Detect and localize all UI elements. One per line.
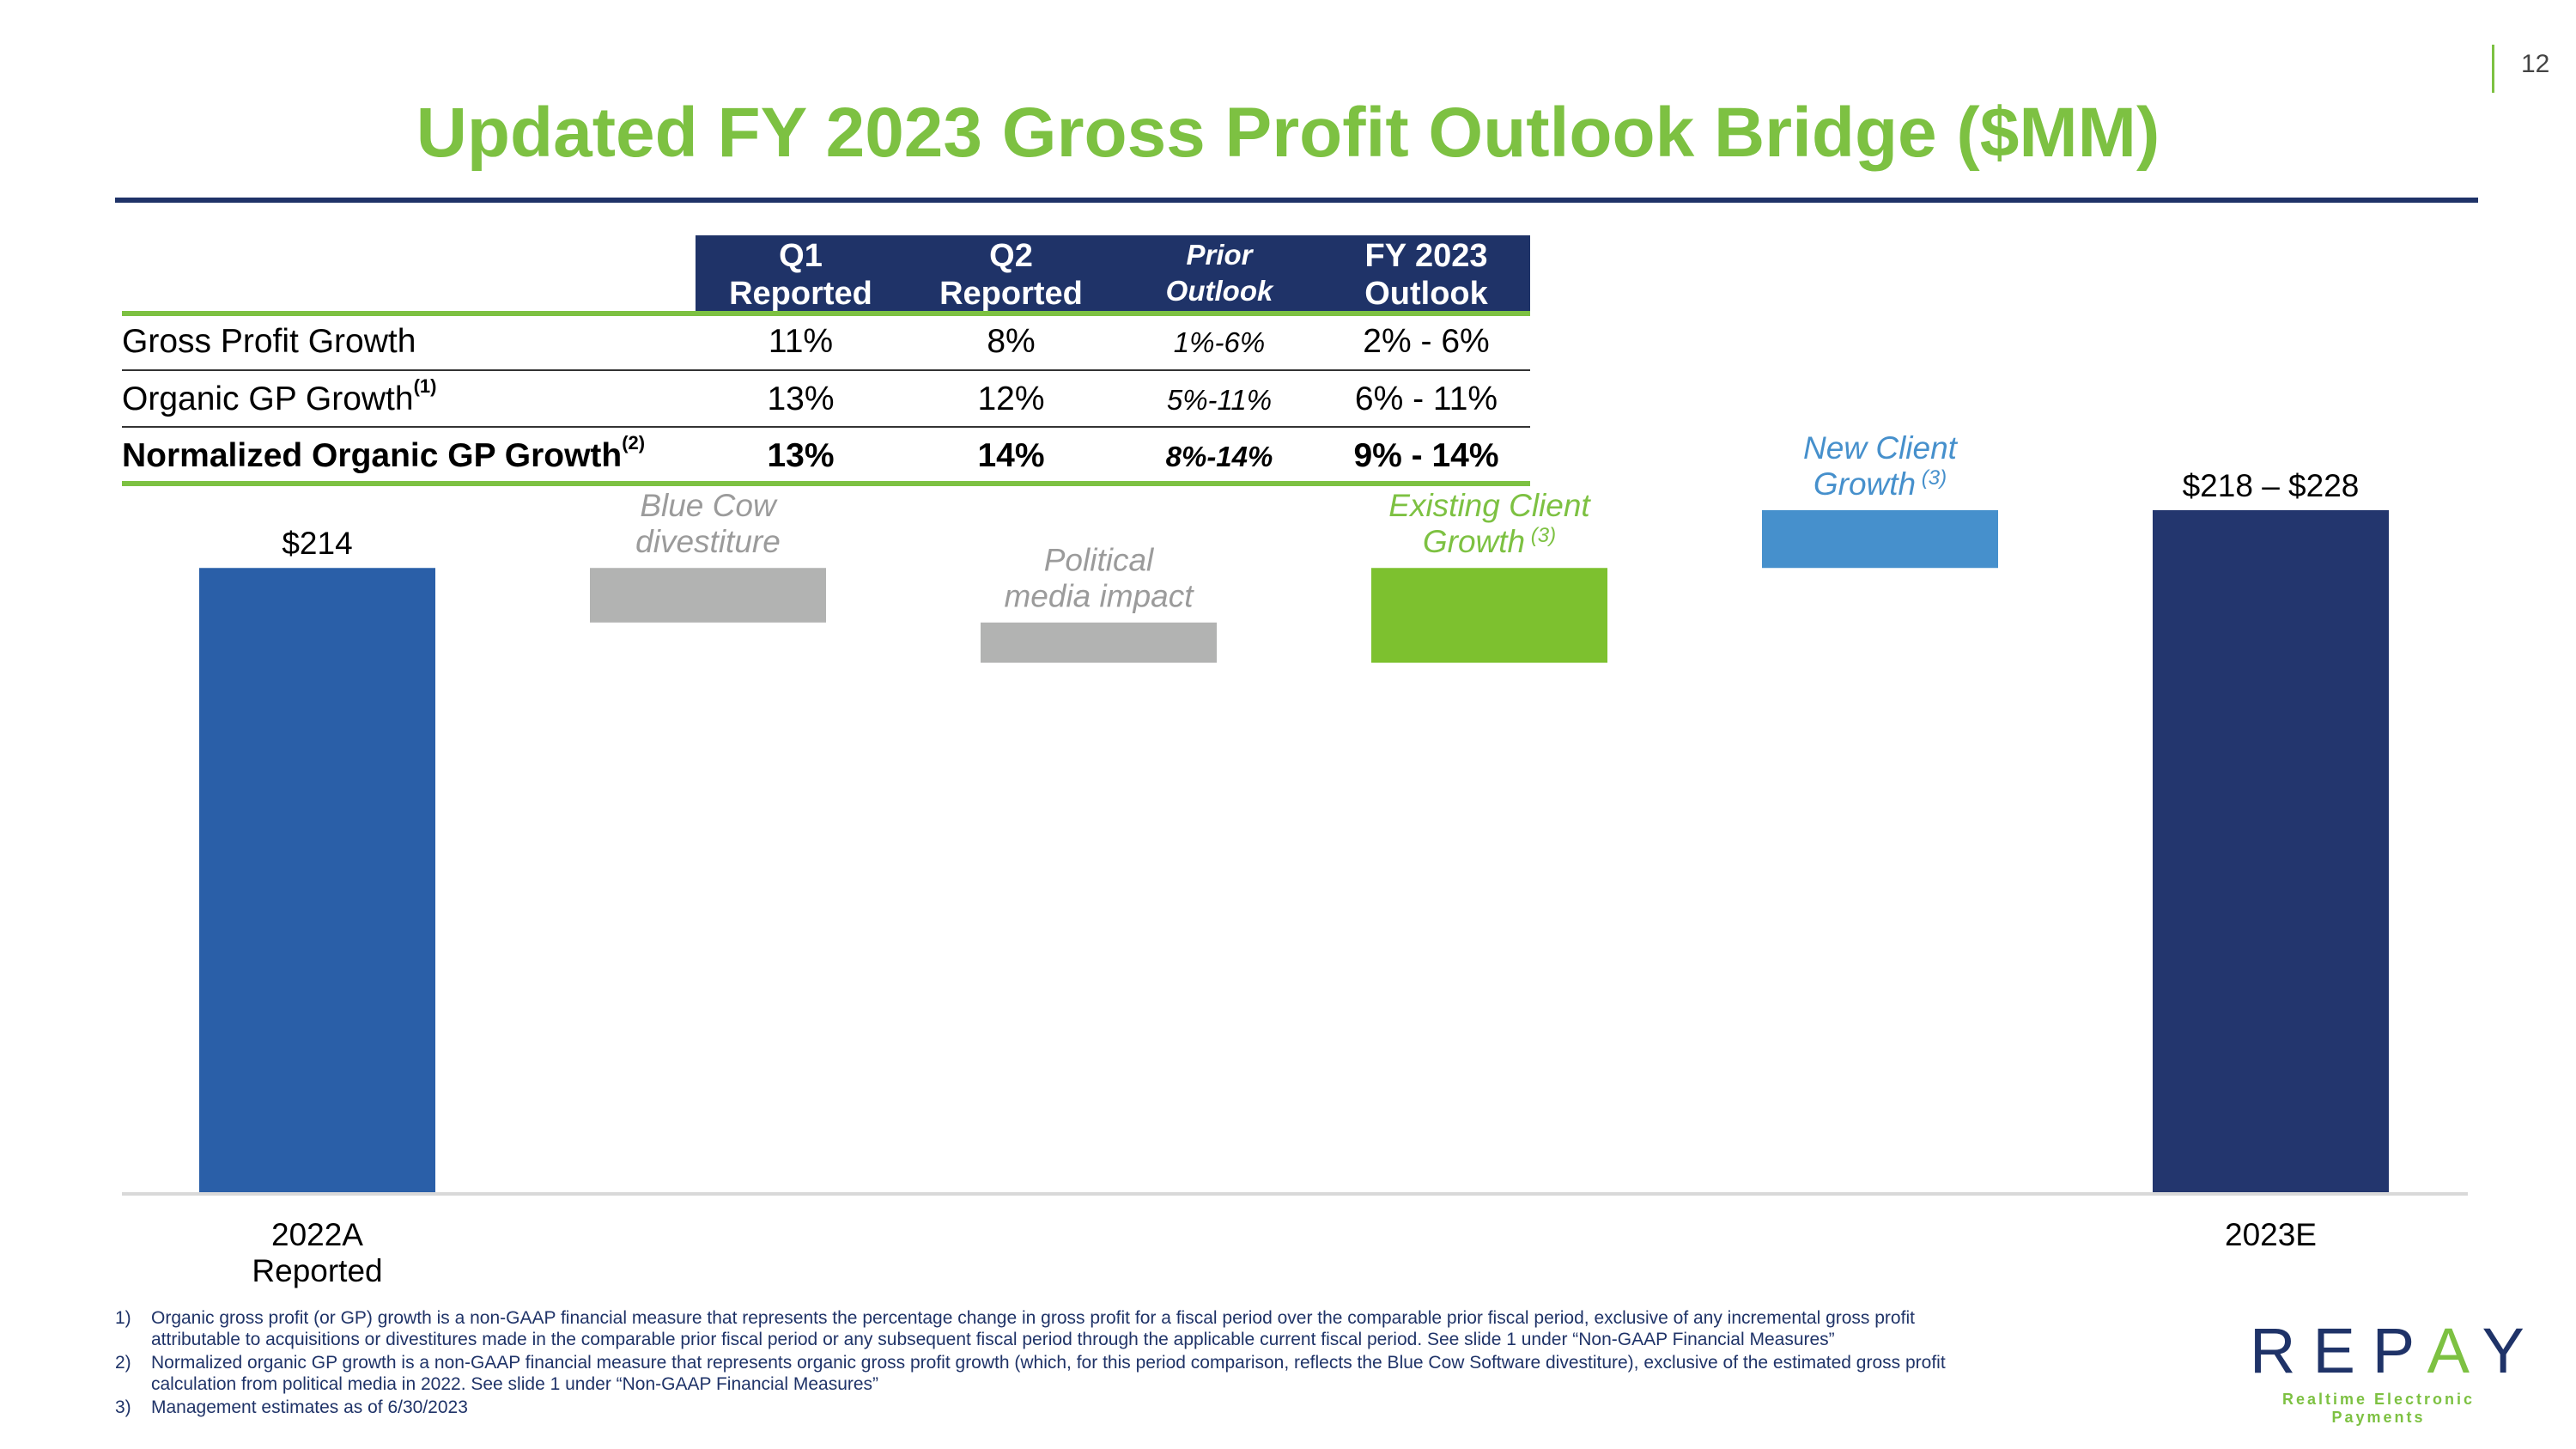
bar-2: [590, 568, 826, 623]
logo-wordmark: REPAY: [2250, 1315, 2542, 1386]
table-bottom-rule: [122, 481, 1530, 486]
table-row-divider: [122, 426, 1530, 428]
footnote: 3) Management estimates as of 6/30/2023: [115, 1397, 468, 1417]
x-tick-label-line2: Reported: [252, 1253, 382, 1288]
table-cell: 6% - 11%: [1354, 381, 1498, 417]
table-cell: 1%-6%: [1173, 326, 1266, 358]
table-cell: 8%: [987, 323, 1036, 360]
footnote: 1) Organic gross profit (or GP) growth is…: [115, 1308, 1915, 1349]
bar-4: [1371, 568, 1607, 663]
table-header-band: [696, 235, 1530, 313]
bar-1: [199, 568, 435, 1192]
table-header-rule: [122, 311, 1530, 316]
repay-logo: REPAY Realtime Electronic Payments: [2233, 1314, 2524, 1427]
table-cell: 14%: [977, 437, 1045, 474]
table-row-divider: [122, 369, 1530, 371]
table-row-label: Organic GP Growth(1): [122, 375, 437, 417]
footnote: 2) Normalized organic GP growth is a non-…: [115, 1353, 1946, 1394]
page-number: 12: [2521, 50, 2550, 78]
bar-label-line2: Growth (3): [1423, 524, 1556, 559]
table-row-label: Normalized Organic GP Growth(2): [122, 432, 646, 474]
bar-3: [981, 622, 1217, 663]
table-header-q1: Q1 Reported: [729, 238, 872, 312]
bar-label: $214: [282, 526, 352, 561]
table-cell: 8%-14%: [1165, 441, 1273, 472]
table-cell: 13%: [767, 437, 835, 474]
bar-label-line2: Growth (3): [1814, 466, 1947, 502]
table-cell: 9% - 14%: [1353, 437, 1499, 474]
table-row-label: Gross Profit Growth: [122, 323, 416, 360]
bar-5: [1762, 510, 1998, 569]
table-cell: 13%: [767, 381, 835, 417]
footnotes: 1) Organic gross profit (or GP) growth is…: [115, 1307, 2004, 1418]
table-header-fy2023-outlook: FY 2023 Outlook: [1364, 238, 1488, 312]
x-tick-label: 2023E: [2225, 1217, 2317, 1252]
bar-label: Political: [1044, 543, 1155, 578]
bar-6: [2153, 510, 2389, 1192]
bar-label: Existing Client: [1388, 488, 1591, 523]
bar-label: Blue Cow: [640, 488, 778, 523]
table-cell: 12%: [977, 381, 1045, 417]
logo-tagline: Realtime Electronic Payments: [2281, 1391, 2476, 1426]
bar-label: $218 – $228: [2183, 468, 2360, 503]
slide-title: Updated FY 2023 Gross Profit Outlook Bri…: [416, 94, 2160, 172]
table-header-prior-outlook: Prior Outlook: [1165, 239, 1273, 307]
table-header-q2: Q2 Reported: [939, 238, 1083, 312]
table-cell: 11%: [768, 323, 834, 360]
title-underline: [115, 198, 2478, 203]
page-number-divider: [2492, 45, 2494, 93]
x-tick-label: 2022A: [271, 1217, 363, 1252]
bar-label-line2: media impact: [1004, 579, 1194, 614]
table-cell: 5%-11%: [1166, 384, 1273, 416]
bar-label: New Client: [1803, 430, 1959, 466]
table-cell: 2% - 6%: [1363, 323, 1490, 360]
bar-label-line2: divestiture: [635, 524, 781, 559]
